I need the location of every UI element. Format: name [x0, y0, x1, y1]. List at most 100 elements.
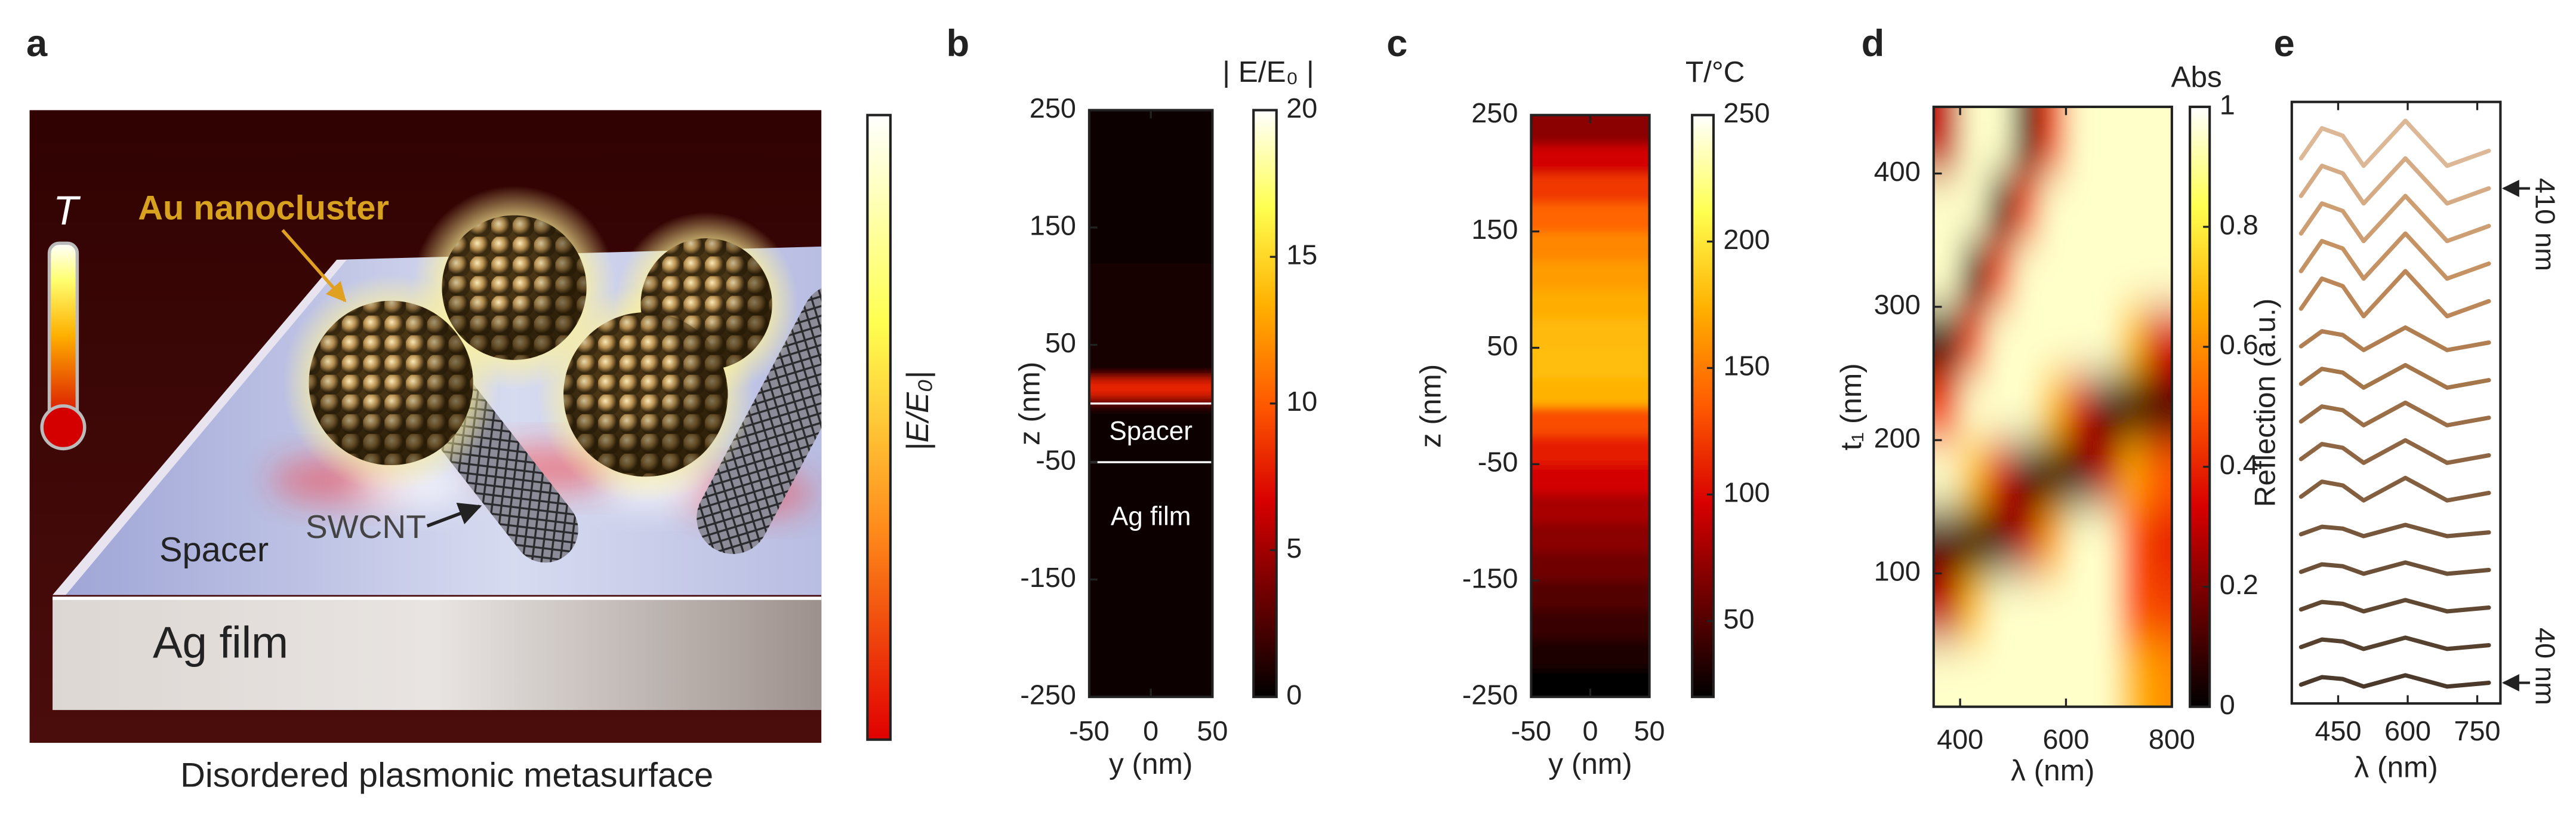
heat-cell	[2039, 573, 2067, 641]
y-tick-label: 150	[1471, 214, 1518, 245]
annotation: 410 nm	[2530, 178, 2561, 271]
heatmap	[1933, 106, 2172, 707]
heat-cell	[2066, 640, 2094, 707]
heat-cell	[1986, 173, 2014, 241]
heat-cell	[1986, 506, 2014, 574]
heat-cell	[2119, 373, 2146, 441]
spectrum	[2298, 673, 2491, 689]
heat-cell	[2039, 306, 2067, 374]
arrow	[281, 229, 347, 303]
x-tick-label: 50	[1197, 715, 1228, 746]
heat-cell	[1960, 506, 1988, 574]
heat-cell	[2013, 640, 2041, 707]
heat-cell	[2092, 573, 2120, 641]
colorbar-tick-label: 1	[2220, 89, 2235, 120]
heat-cell	[2066, 440, 2094, 508]
x-tick-label: 50	[1634, 715, 1665, 746]
x-tick-label: 450	[2315, 715, 2361, 746]
heat-cell	[1933, 306, 1961, 374]
x-tick-label: 0	[1143, 715, 1158, 746]
heat-cell	[1960, 640, 1988, 707]
heat-cell	[1986, 106, 2014, 174]
plot-frame	[1932, 105, 2173, 708]
heat-cell	[2066, 306, 2094, 374]
heat-cell	[2066, 573, 2094, 641]
y-tick-label: -250	[1462, 679, 1518, 710]
heat-cell	[2039, 506, 2067, 574]
x-axis-label: y (nm)	[1109, 748, 1193, 780]
x-tick-label: 0	[1582, 715, 1598, 746]
swcnt-label: SWCNT	[306, 508, 426, 545]
panel-letter: b	[946, 23, 969, 64]
annotation: 40 nm	[2530, 628, 2561, 705]
heat-cell	[2145, 173, 2172, 241]
heat-cell	[1531, 173, 1650, 204]
heat-cell	[1089, 110, 1213, 264]
heat-cell	[2013, 306, 2041, 374]
spectrum	[2298, 362, 2491, 390]
heatmap-field	[1089, 110, 1213, 697]
colorbar-label: |E/E₀|	[901, 371, 935, 450]
x-tick-label: 600	[2042, 724, 2089, 755]
spectrum	[2298, 400, 2491, 428]
spectrum	[2298, 475, 2491, 503]
heat-cell	[1986, 573, 2014, 641]
y-tick-label: -150	[1462, 563, 1518, 594]
heat-cell	[2013, 506, 2041, 574]
heat-cell	[2039, 640, 2067, 707]
heat-cell	[1531, 144, 1650, 174]
heat-cell	[1960, 240, 1988, 308]
y-tick-label: 300	[1874, 289, 1921, 320]
colorbar-tick-label: 20	[1286, 93, 1317, 124]
y-tick-label: 250	[1471, 97, 1518, 128]
heat-cell	[2039, 106, 2067, 174]
heat-cell	[1986, 640, 2014, 707]
heat-cell	[2066, 240, 2094, 308]
heat-cell	[1986, 373, 2014, 441]
heat-cell	[1933, 640, 1961, 707]
heat-cell	[2066, 506, 2094, 574]
heat-cell	[1531, 522, 1650, 552]
heat-cell	[2092, 640, 2120, 707]
heat-cell	[2092, 440, 2120, 508]
heat-cell	[2013, 173, 2041, 241]
heatmap	[1089, 110, 1213, 697]
heat-cell	[2092, 240, 2120, 308]
heat-cell	[1933, 573, 1961, 641]
panel-letter: c	[1386, 23, 1407, 64]
heat-cell	[1960, 573, 1988, 641]
cluster-label: Au nanocluster	[138, 189, 389, 227]
heat-cell	[1933, 106, 1961, 174]
heat-cell	[1531, 493, 1650, 524]
colorbar-tick-label: 15	[1286, 239, 1317, 270]
heat-cell	[2039, 440, 2067, 508]
heat-cell	[2145, 573, 2172, 641]
heat-cell	[1531, 551, 1650, 582]
x-axis-label: λ (nm)	[2011, 754, 2094, 787]
y-tick-label: 100	[1874, 556, 1921, 587]
heatmap	[1531, 115, 1650, 697]
heat-cell	[2145, 506, 2172, 574]
panel-letter: a	[26, 23, 48, 64]
heat-cell	[2145, 640, 2172, 707]
colorbar-tick-label: 0	[2220, 689, 2235, 720]
heat-cell	[1531, 115, 1650, 145]
heat-cell	[1933, 373, 1961, 441]
colorbar-title: | E/E₀ |	[1222, 56, 1314, 88]
heat-cell	[2119, 440, 2146, 508]
colorbar	[2189, 105, 2211, 708]
y-axis-label: Reflection (a.u.)	[2249, 299, 2282, 508]
heat-cell	[2119, 506, 2146, 574]
heat-cell	[2145, 240, 2172, 308]
heat-cell	[1986, 240, 2014, 308]
heat-cell	[2119, 640, 2146, 707]
thermometer-bulb	[40, 404, 87, 451]
colorbar-tick-label: 10	[1286, 386, 1317, 417]
heat-cell	[2119, 573, 2146, 641]
spectrum	[2298, 325, 2491, 352]
x-tick-label: 800	[2149, 724, 2195, 755]
heat-cell	[1089, 262, 1213, 379]
heat-cell	[1933, 440, 1961, 508]
heat-cell	[2013, 106, 2041, 174]
